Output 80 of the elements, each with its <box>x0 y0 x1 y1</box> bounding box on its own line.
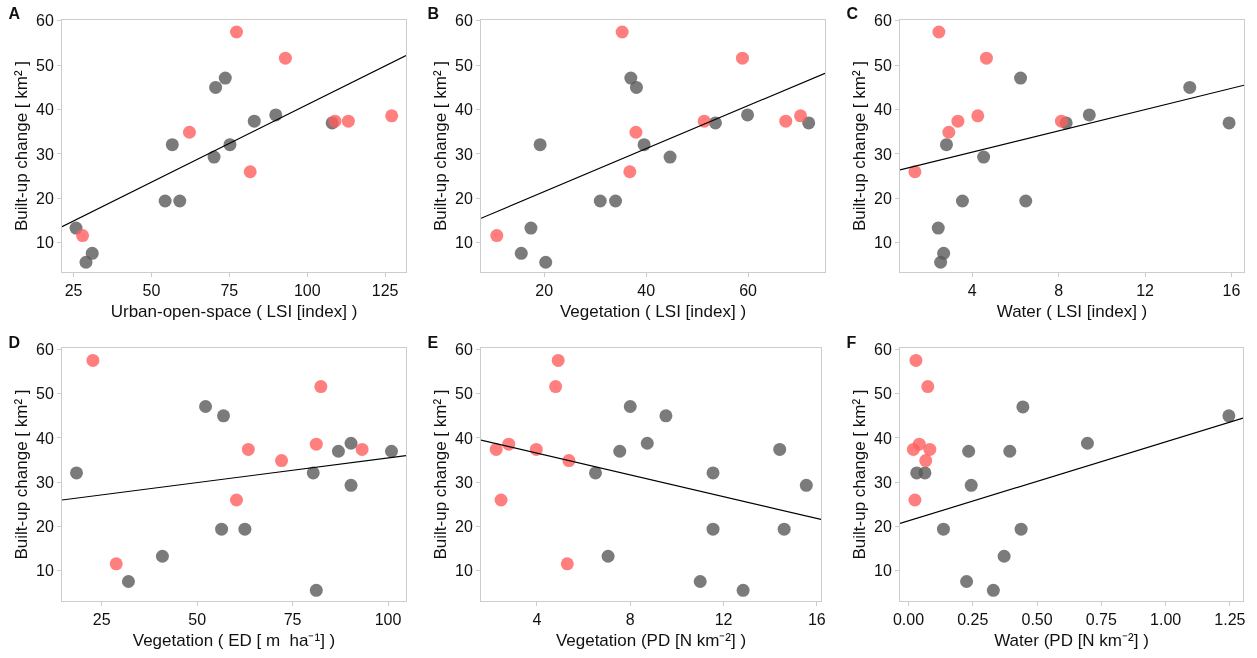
x-tick-label: 1.25 <box>1214 611 1246 629</box>
x-tick-label: 4 <box>532 611 542 629</box>
y-tick-label: 50 <box>36 56 54 74</box>
y-tick-label: 30 <box>455 145 473 163</box>
y-axis-title: Built-up change [ km² ] <box>849 60 869 232</box>
y-axis-title: Built-up change [ km² ] <box>430 60 450 232</box>
x-tick-label: 16 <box>807 611 826 629</box>
y-tick-label: 60 <box>455 12 473 30</box>
x-tick-label: 50 <box>142 282 161 300</box>
y-tick-label: 50 <box>874 56 892 74</box>
y-tick-label: 20 <box>455 518 473 536</box>
chart-title: D <box>8 334 20 352</box>
y-tick-label: 60 <box>36 340 54 358</box>
y-axis-title: Built-up change [ km² ] <box>430 389 450 560</box>
y-tick-label: 10 <box>36 562 54 580</box>
x-tick-label: 75 <box>220 282 239 300</box>
x-axis-title: Vegetation ( ED [ m ha⁻¹] ) <box>132 630 336 650</box>
x-tick-label: 20 <box>535 282 554 300</box>
x-tick-label: 0.75 <box>1085 611 1117 629</box>
y-tick-label: 20 <box>455 189 473 207</box>
x-tick-label: 12 <box>714 611 733 629</box>
y-tick-label: 50 <box>455 385 473 403</box>
x-tick-label: 4 <box>967 282 977 300</box>
y-tick-label: 30 <box>874 145 892 163</box>
y-tick-label: 40 <box>36 101 54 119</box>
y-tick-label: 10 <box>455 234 473 252</box>
y-tick-label: 10 <box>874 562 892 580</box>
chart-title: E <box>427 334 439 352</box>
y-tick-label: 10 <box>874 234 892 252</box>
y-tick-label: 10 <box>36 234 54 252</box>
y-axis-title: Built-up change [ km² ] <box>11 60 31 232</box>
x-tick-label: 1.00 <box>1150 611 1182 629</box>
x-tick-label: 40 <box>637 282 656 300</box>
y-tick-label: 20 <box>36 518 54 536</box>
y-tick-label: 40 <box>36 429 54 447</box>
x-tick-label: 8 <box>1054 282 1064 300</box>
y-tick-label: 30 <box>455 473 473 491</box>
y-tick-label: 30 <box>874 473 892 491</box>
y-tick-label: 40 <box>455 101 473 119</box>
x-tick-label: 125 <box>371 282 399 300</box>
x-tick-label: 50 <box>188 611 207 629</box>
x-tick-label: 25 <box>64 282 83 300</box>
chart-title: B <box>427 5 439 23</box>
y-tick-label: 20 <box>874 189 892 207</box>
y-axis-title: Built-up change [ km² ] <box>849 389 869 560</box>
x-tick-label: 16 <box>1222 282 1241 300</box>
x-tick-label: 60 <box>739 282 758 300</box>
y-tick-label: 60 <box>455 340 473 358</box>
x-tick-label: 8 <box>625 611 635 629</box>
y-tick-label: 60 <box>874 12 892 30</box>
x-tick-label: 100 <box>293 282 321 300</box>
x-axis-title: Water ( LSI [index] ) <box>996 301 1148 321</box>
y-tick-label: 20 <box>874 518 892 536</box>
y-tick-label: 60 <box>874 340 892 358</box>
x-tick-label: 25 <box>92 611 111 629</box>
x-tick-label: 0.25 <box>957 611 989 629</box>
y-tick-label: 50 <box>36 385 54 403</box>
x-axis-title: Vegetation (PD [N km⁻²] ) <box>555 630 747 650</box>
y-tick-label: 60 <box>36 12 54 30</box>
y-tick-label: 50 <box>874 385 892 403</box>
chart-title: C <box>846 5 859 23</box>
y-tick-label: 30 <box>36 473 54 491</box>
y-tick-label: 50 <box>455 56 473 74</box>
y-tick-label: 20 <box>36 189 54 207</box>
y-tick-label: 40 <box>455 429 473 447</box>
x-axis-title: Water (PD [N km⁻²] ) <box>994 630 1149 650</box>
x-axis-title: Urban-open-space ( LSI [index] ) <box>110 301 358 321</box>
y-axis-title: Built-up change [ km² ] <box>11 389 31 560</box>
x-tick-label: 100 <box>374 611 402 629</box>
x-tick-label: 12 <box>1136 282 1155 300</box>
y-tick-label: 30 <box>36 145 54 163</box>
y-tick-label: 40 <box>874 101 892 119</box>
y-tick-label: 10 <box>455 562 473 580</box>
x-axis-title: Vegetation ( LSI [index] ) <box>559 301 747 321</box>
y-tick-label: 40 <box>874 429 892 447</box>
x-tick-label: 0.00 <box>892 611 925 629</box>
chart-title: A <box>8 5 21 23</box>
x-tick-label: 0.50 <box>1021 611 1053 629</box>
x-tick-label: 75 <box>283 611 302 629</box>
chart-title: F <box>846 334 857 352</box>
